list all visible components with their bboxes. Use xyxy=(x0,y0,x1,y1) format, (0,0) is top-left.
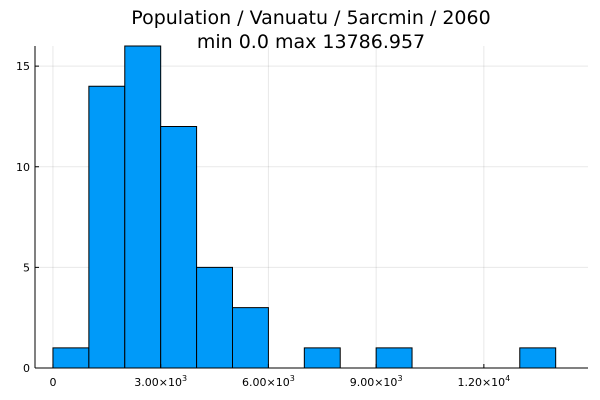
histogram-bar-9 xyxy=(375,347,413,369)
histogram-bars xyxy=(52,45,557,369)
x-tick-label-0: 0 xyxy=(49,376,56,389)
histogram-bar-4 xyxy=(196,266,234,369)
histogram-bar-13 xyxy=(519,347,557,369)
x-tick-labels: 0 3.00×103 6.00×103 9.00×103 1.20×104 xyxy=(49,374,510,389)
histogram-bar-2 xyxy=(124,45,162,369)
y-tick-label-3: 15 xyxy=(16,60,30,73)
y-tick-labels: 0 5 10 15 xyxy=(16,60,30,375)
x-tick-label-1: 3.00×103 xyxy=(134,374,187,389)
histogram-bar-7 xyxy=(303,347,341,369)
histogram-bar-3 xyxy=(160,126,198,369)
chart-subtitle: min 0.0 max 13786.957 xyxy=(197,31,425,53)
histogram-bar-5 xyxy=(232,307,269,369)
y-tick-label-1: 5 xyxy=(23,261,30,274)
x-tick-label-4: 1.20×104 xyxy=(457,374,510,389)
chart-title: Population / Vanuatu / 5arcmin / 2060 xyxy=(131,7,490,29)
x-tick-label-2: 6.00×103 xyxy=(242,374,295,389)
x-tick-label-3: 9.00×103 xyxy=(350,374,403,389)
y-tick-label-2: 10 xyxy=(16,161,30,174)
y-tick-label-0: 0 xyxy=(23,362,30,375)
histogram-bar-0 xyxy=(52,347,90,369)
axes xyxy=(34,46,588,369)
histogram-bar-1 xyxy=(88,85,126,369)
